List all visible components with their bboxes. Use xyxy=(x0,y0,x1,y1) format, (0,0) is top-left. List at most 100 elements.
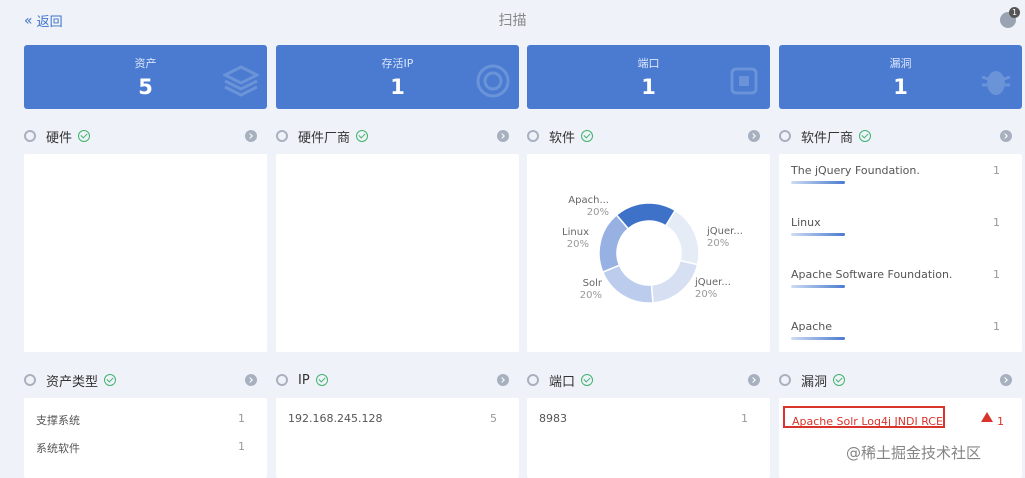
check-circle-icon xyxy=(315,374,328,386)
donut-slice[interactable] xyxy=(650,259,699,304)
slice-percent: 20% xyxy=(587,207,609,218)
item-name: The jQuery Foundation. xyxy=(791,164,920,177)
stat-value: 1 xyxy=(893,75,908,99)
slice-label: Apach... xyxy=(568,195,609,206)
back-button[interactable]: « 返回 xyxy=(24,11,63,31)
vuln-item-count: 1 xyxy=(997,415,1004,428)
vuln-highlight-box xyxy=(783,406,945,428)
vendor-icon xyxy=(779,130,791,142)
slice-label: Solr xyxy=(583,278,603,289)
vendor-icon xyxy=(276,130,288,142)
watermark: @稀土掘金技术社区 xyxy=(846,444,982,462)
item-count: 1 xyxy=(238,440,245,453)
check-circle-icon xyxy=(859,130,872,142)
section-title: IP xyxy=(298,372,310,388)
slice-percent: 20% xyxy=(695,289,717,300)
section-header-ip: IP xyxy=(276,370,328,390)
stat-card-ports[interactable]: 端口 1 xyxy=(527,45,770,109)
item-count: 1 xyxy=(993,268,1000,281)
section-header-port: 端口 xyxy=(527,370,594,390)
list-item[interactable]: Linux 1 xyxy=(791,216,1010,236)
item-name: Linux xyxy=(791,216,821,229)
item-count: 1 xyxy=(741,412,748,425)
asset-type-panel: 支撑系统 1 系统软件 1 xyxy=(24,398,267,478)
port-icon xyxy=(527,374,539,386)
ip-more-icon[interactable] xyxy=(497,374,509,386)
section-header-software: 软件 xyxy=(527,126,594,146)
list-item[interactable]: The jQuery Foundation. 1 xyxy=(791,164,1010,184)
donut-slice[interactable] xyxy=(601,264,654,304)
stat-value: 1 xyxy=(390,75,405,99)
item-count: 1 xyxy=(238,412,245,425)
vuln-panel: Apache Solr Log4j JNDI RCE 1 xyxy=(779,398,1022,478)
section-title: 软件厂商 xyxy=(801,130,854,146)
section-title: 资产类型 xyxy=(46,374,99,390)
bug-icon xyxy=(779,374,791,386)
item-count: 5 xyxy=(490,412,497,425)
double-chevron-left-icon: « xyxy=(24,12,32,29)
list-item[interactable]: 系统软件 1 xyxy=(36,440,255,460)
list-item[interactable]: 支撑系统 1 xyxy=(36,412,255,432)
stat-value: 1 xyxy=(641,75,656,99)
port-more-icon[interactable] xyxy=(748,374,760,386)
item-name: Apache xyxy=(791,320,833,333)
software-icon xyxy=(527,130,539,142)
software-panel: jQuer... 20% jQuer... 20% Solr 20% Linux 20% Apa… xyxy=(527,154,770,352)
stat-label: 端口 xyxy=(637,57,660,70)
layers-icon xyxy=(223,65,259,97)
top-bar: « 返回 扫描 1 xyxy=(0,0,1025,40)
check-circle-icon xyxy=(833,374,846,386)
stat-label: 漏洞 xyxy=(889,57,912,70)
section-title: 软件 xyxy=(549,130,576,146)
list-item[interactable]: 8983 1 xyxy=(539,412,758,432)
chip-icon xyxy=(24,130,36,142)
slice-label: Linux xyxy=(562,227,589,238)
stat-label: 资产 xyxy=(134,57,157,70)
section-header-hardware: 硬件 xyxy=(24,126,91,146)
vuln-more-icon[interactable] xyxy=(1000,374,1012,386)
port-icon xyxy=(730,67,758,95)
hardware-vendor-more-icon[interactable] xyxy=(497,130,509,142)
stat-card-vulns[interactable]: 漏洞 1 xyxy=(779,45,1022,109)
ip-icon xyxy=(476,64,510,98)
section-title: 硬件厂商 xyxy=(298,130,351,146)
item-bar xyxy=(791,233,845,236)
software-vendor-more-icon[interactable] xyxy=(1000,130,1012,142)
vuln-item-name[interactable]: Apache Solr Log4j JNDI RCE xyxy=(792,415,943,428)
software-more-icon[interactable] xyxy=(748,130,760,142)
back-label: 返回 xyxy=(36,15,63,30)
item-count: 1 xyxy=(993,164,1000,177)
item-name: 8983 xyxy=(539,412,567,425)
item-name: 192.168.245.128 xyxy=(288,412,383,425)
item-bar xyxy=(791,285,845,288)
slice-label: jQuer... xyxy=(694,277,731,288)
slice-percent: 20% xyxy=(580,290,602,301)
hardware-more-icon[interactable] xyxy=(245,130,257,142)
check-circle-icon xyxy=(78,130,91,142)
section-title: 端口 xyxy=(549,374,576,390)
asset-type-more-icon[interactable] xyxy=(245,374,257,386)
stat-value: 5 xyxy=(138,75,153,99)
slice-label: jQuer... xyxy=(706,226,743,237)
check-circle-icon xyxy=(356,130,369,142)
list-item[interactable]: Apache Software Foundation. 1 xyxy=(791,268,1010,288)
check-circle-icon xyxy=(104,374,117,386)
item-bar xyxy=(791,181,845,184)
item-count: 1 xyxy=(993,320,1000,333)
list-item[interactable]: Apache 1 xyxy=(791,320,1010,340)
slice-percent: 20% xyxy=(567,239,589,250)
section-header-vuln: 漏洞 xyxy=(779,370,846,390)
section-title: 漏洞 xyxy=(801,374,828,390)
monitor-icon xyxy=(276,374,288,386)
section-header-hardware-vendor: 硬件厂商 xyxy=(276,126,369,146)
port-panel: 8983 1 xyxy=(527,398,770,478)
list-item[interactable]: 192.168.245.128 5 xyxy=(288,412,507,432)
bug-icon xyxy=(981,71,1011,95)
hardware-vendor-panel xyxy=(276,154,519,352)
slice-percent: 20% xyxy=(707,238,729,249)
globe-icon[interactable]: 1 xyxy=(1000,7,1020,28)
donut-slice[interactable] xyxy=(615,202,677,230)
item-name: 系统软件 xyxy=(36,442,80,455)
stat-card-live-ip[interactable]: 存活IP 1 xyxy=(276,45,519,109)
stat-card-assets[interactable]: 资产 5 xyxy=(24,45,267,109)
